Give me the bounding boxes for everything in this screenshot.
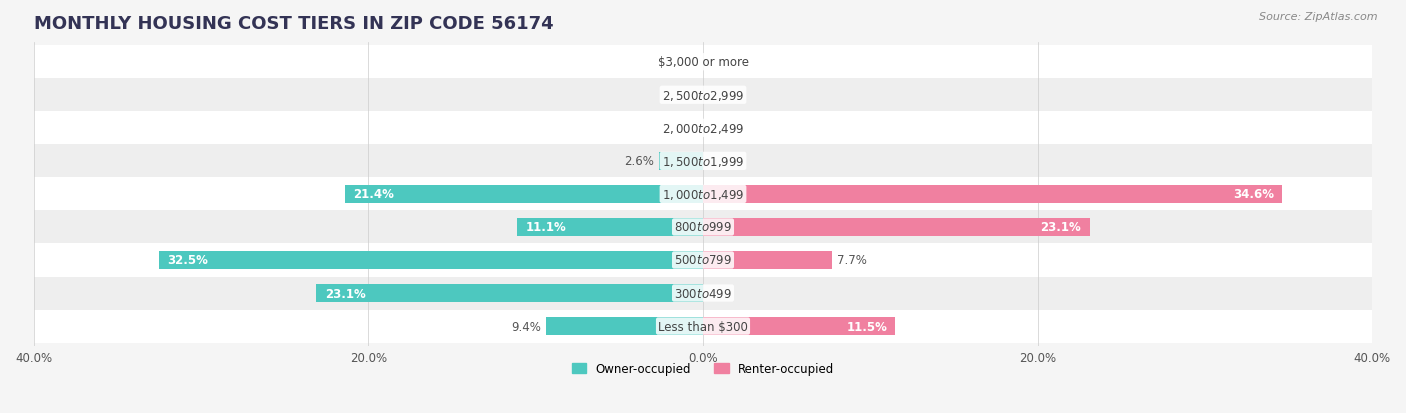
Bar: [344, 185, 703, 204]
Text: 23.1%: 23.1%: [1040, 221, 1081, 234]
Text: $3,000 or more: $3,000 or more: [658, 56, 748, 69]
Bar: [517, 218, 703, 237]
Bar: [34, 178, 1372, 211]
Text: 2.6%: 2.6%: [624, 155, 654, 168]
Text: $2,500 to $2,999: $2,500 to $2,999: [662, 88, 744, 102]
Bar: [546, 317, 703, 335]
Text: MONTHLY HOUSING COST TIERS IN ZIP CODE 56174: MONTHLY HOUSING COST TIERS IN ZIP CODE 5…: [34, 15, 553, 33]
Legend: Owner-occupied, Renter-occupied: Owner-occupied, Renter-occupied: [567, 357, 839, 380]
Text: 32.5%: 32.5%: [167, 254, 208, 267]
Text: 34.6%: 34.6%: [1233, 188, 1274, 201]
Text: $500 to $799: $500 to $799: [673, 254, 733, 267]
Bar: [703, 185, 1282, 204]
Bar: [659, 152, 703, 171]
Text: Source: ZipAtlas.com: Source: ZipAtlas.com: [1260, 12, 1378, 22]
Bar: [34, 145, 1372, 178]
Bar: [703, 218, 1090, 237]
Text: $800 to $999: $800 to $999: [673, 221, 733, 234]
Bar: [316, 284, 703, 302]
Bar: [34, 310, 1372, 343]
Text: Less than $300: Less than $300: [658, 320, 748, 333]
Text: 11.5%: 11.5%: [846, 320, 887, 333]
Bar: [34, 211, 1372, 244]
Bar: [34, 112, 1372, 145]
Bar: [34, 277, 1372, 310]
Text: $300 to $499: $300 to $499: [673, 287, 733, 300]
Text: $2,000 to $2,499: $2,000 to $2,499: [662, 121, 744, 135]
Bar: [159, 251, 703, 269]
Bar: [34, 79, 1372, 112]
Bar: [34, 244, 1372, 277]
Text: $1,000 to $1,499: $1,000 to $1,499: [662, 188, 744, 202]
Text: 9.4%: 9.4%: [510, 320, 541, 333]
Text: 21.4%: 21.4%: [353, 188, 394, 201]
Text: 23.1%: 23.1%: [325, 287, 366, 300]
Text: $1,500 to $1,999: $1,500 to $1,999: [662, 154, 744, 169]
Bar: [34, 46, 1372, 79]
Text: 11.1%: 11.1%: [526, 221, 567, 234]
Bar: [703, 317, 896, 335]
Text: 7.7%: 7.7%: [837, 254, 866, 267]
Bar: [703, 251, 832, 269]
